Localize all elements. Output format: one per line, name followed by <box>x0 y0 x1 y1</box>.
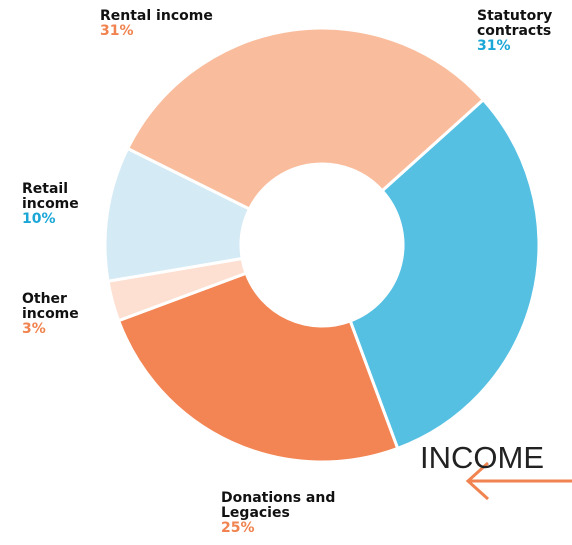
slice <box>116 271 400 464</box>
category-name: Rental income <box>100 8 213 24</box>
slice <box>103 146 252 283</box>
slice-label: Rental income 31% <box>100 9 260 39</box>
slice-label: Statutory contracts 31% <box>477 9 557 54</box>
arrow <box>465 461 572 501</box>
slice-label: Retail income 10% <box>22 182 92 227</box>
category-name: Retail income <box>22 181 79 212</box>
category-name: Statutory contracts <box>477 8 553 39</box>
slice-label: Donations and Legacies 25% <box>221 491 341 536</box>
slice <box>125 26 486 211</box>
value-label: 10% <box>22 211 56 227</box>
value-label: 31% <box>100 23 134 39</box>
value-label: 31% <box>477 38 511 54</box>
slice-label: Other income 3% <box>22 292 92 337</box>
category-name: Other income <box>22 291 79 322</box>
value-label: 25% <box>221 520 255 536</box>
category-name: Donations and Legacies <box>221 490 336 521</box>
slice <box>348 97 541 451</box>
chart-title: INCOME <box>420 440 544 475</box>
value-label: 3% <box>22 321 46 337</box>
